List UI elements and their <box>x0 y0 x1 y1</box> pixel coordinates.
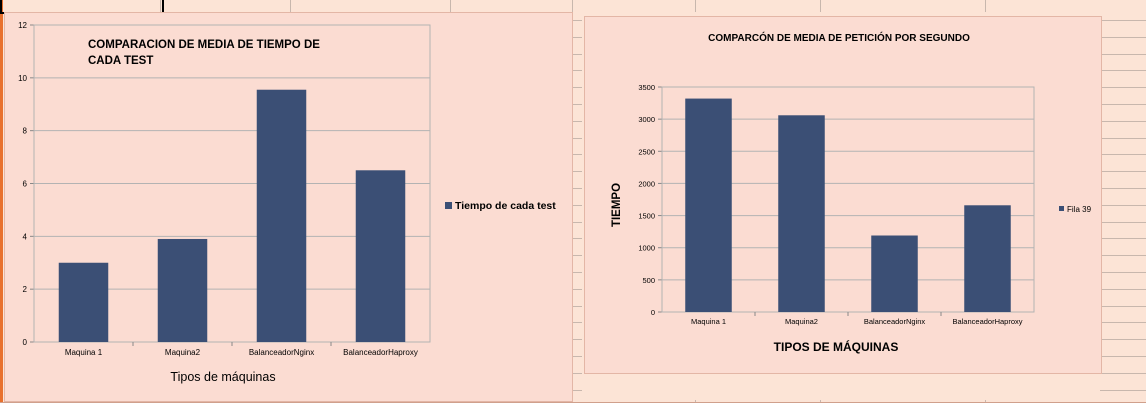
y-tick-label: 1000 <box>638 244 655 253</box>
sheet-gridline <box>1100 322 1146 324</box>
bar <box>58 262 109 342</box>
chart-title-line-2: CADA TEST <box>88 55 153 67</box>
chart-time-per-test: COMPARACION DE MEDIA DE TIEMPO DE CADA T… <box>18 21 556 384</box>
sheet-gridline <box>1100 305 1146 307</box>
y-tick-label: 8 <box>23 127 28 136</box>
legend-swatch <box>445 202 452 209</box>
sheet-gridline <box>1100 238 1146 240</box>
sheet-gridline <box>1100 221 1146 223</box>
x-tick-label: Maquina2 <box>785 317 818 326</box>
sheet-gridline <box>1100 36 1146 38</box>
y-tick-label: 0 <box>651 308 655 317</box>
y-tick-label: 3000 <box>638 115 655 124</box>
x-axis-label: TIPOS DE MÁQUINAS <box>774 339 899 354</box>
sheet-gridline <box>1100 104 1146 105</box>
y-tick-label: 1500 <box>638 212 655 221</box>
sheet-gridline <box>1100 372 1146 374</box>
plot-area: 0 500 1000 1500 2000 2500 3000 3500 Maquina 1 Maq… <box>638 83 1035 326</box>
sheet-gridline <box>1100 272 1146 273</box>
chart-title-line-1: COMPARACION DE MEDIA DE TIEMPO DE <box>88 39 320 51</box>
y-tick-label: 2500 <box>638 147 655 156</box>
chart-title: COMPARCÓN DE MEDIA DE PETICIÓN POR SEGUN… <box>708 31 970 44</box>
chart-area-requests[interactable]: COMPARCÓN DE MEDIA DE PETICIÓN POR SEGUN… <box>584 16 1102 374</box>
y-tick-label: 3500 <box>638 83 655 92</box>
chart-area-time[interactable]: COMPARACION DE MEDIA DE TIEMPO DE CADA T… <box>4 12 573 402</box>
legend-swatch <box>1059 206 1064 211</box>
y-tick-label: 500 <box>642 276 655 285</box>
bar <box>964 205 1011 312</box>
x-tick-label: Maquina2 <box>165 348 201 357</box>
bar <box>871 235 918 312</box>
sheet-gridline <box>1100 154 1146 156</box>
legend-label: Tiempo de cada test <box>455 200 556 212</box>
sheet-gridline <box>1100 255 1146 257</box>
y-tick-label: 4 <box>23 232 28 241</box>
sheet-gridline <box>160 0 161 12</box>
x-tick-label: BalanceadorHaproxy <box>952 317 1022 326</box>
sheet-left-edge <box>0 0 3 402</box>
bar <box>256 89 307 343</box>
bar <box>685 98 732 312</box>
sheet-gridline <box>1100 20 1146 21</box>
sheet-gridline <box>1100 356 1146 357</box>
sheet-gridline <box>450 0 451 12</box>
y-axis-label: TIEMPO <box>611 183 623 227</box>
bar <box>355 170 406 342</box>
sheet-bottom-row <box>0 402 1146 413</box>
plot-area: 0 2 4 6 8 10 12 Maquina 1 Maquina2 BalanceadorNgi… <box>18 21 431 357</box>
x-tick-label: BalanceadorNginx <box>864 317 926 326</box>
bar <box>778 115 825 313</box>
legend-label: Fila 39 <box>1067 205 1092 214</box>
sheet-gridline <box>1100 87 1146 89</box>
y-tick-label: 12 <box>18 21 27 30</box>
sheet-gridline <box>1100 204 1146 206</box>
sheet-gridline <box>1100 339 1146 341</box>
y-tick-label: 6 <box>23 180 28 189</box>
x-tick-label: BalanceadorNginx <box>249 348 314 357</box>
y-tick-label: 2 <box>23 285 28 294</box>
x-tick-label: Maquina 1 <box>65 348 103 357</box>
x-axis-label: Tipos de máquinas <box>170 370 275 384</box>
sheet-gridline <box>1100 120 1146 122</box>
sheet-gridline <box>1100 188 1146 189</box>
sheet-gridline <box>290 0 291 12</box>
y-tick-label: 10 <box>18 74 27 83</box>
y-tick-label: 2000 <box>638 179 655 188</box>
sheet-gridline <box>1100 70 1146 72</box>
sheet-gridline <box>1100 171 1146 173</box>
sheet-gridline <box>695 0 696 12</box>
sheet-gridline <box>1100 288 1146 290</box>
chart-requests-per-second: COMPARCÓN DE MEDIA DE PETICIÓN POR SEGUN… <box>611 31 1092 354</box>
sheet-gridline <box>1100 53 1146 55</box>
y-tick-label: 0 <box>23 338 28 347</box>
sheet-gridline <box>820 0 821 12</box>
sheet-gridline <box>1100 137 1146 139</box>
sheet-gridline <box>1100 389 1146 391</box>
bar <box>157 238 208 342</box>
x-tick-label: Maquina 1 <box>691 317 726 326</box>
x-tick-label: BalanceadorHaproxy <box>343 348 418 357</box>
sheet-gridline <box>572 0 573 12</box>
sheet-gridline <box>985 0 986 12</box>
